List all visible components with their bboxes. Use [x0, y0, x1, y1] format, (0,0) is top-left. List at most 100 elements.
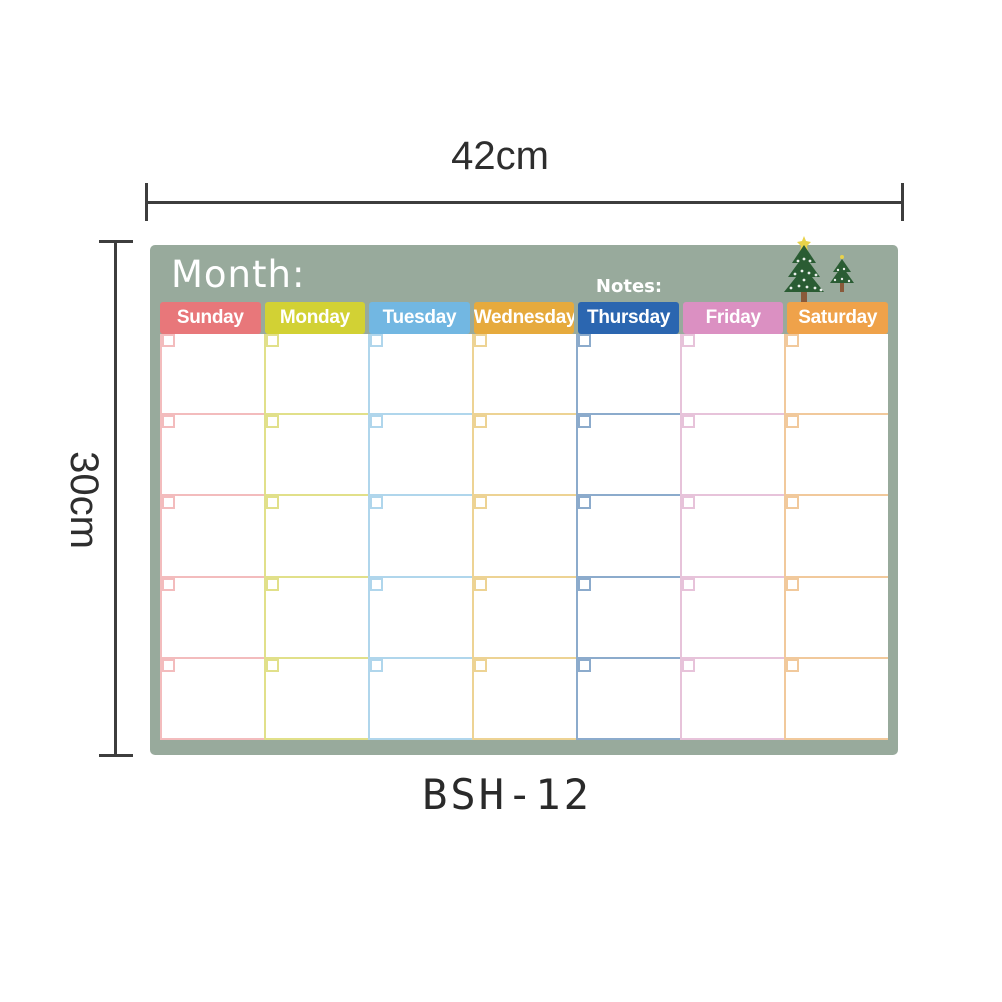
calendar-cell — [474, 658, 576, 741]
cell-corner-square — [578, 496, 591, 510]
cell-corner-square — [370, 577, 383, 591]
calendar-cell — [162, 658, 264, 741]
calendar-cell — [474, 334, 576, 416]
calendar-cell — [682, 415, 784, 497]
calendar-cell — [786, 334, 888, 416]
calendar-cell — [578, 658, 680, 741]
calendar-cell — [474, 577, 576, 659]
day-header-monday: Monday — [264, 302, 366, 334]
cell-corner-square — [370, 334, 383, 347]
calendar-cell — [682, 496, 784, 578]
calendar-grid — [160, 334, 888, 741]
cell-corner-square — [266, 415, 279, 429]
calendar-cell — [266, 415, 368, 497]
day-header-row: Sunday Monday Tuesday Wednesday Thursday… — [160, 302, 889, 334]
day-header-sunday: Sunday — [160, 302, 261, 334]
cell-corner-square — [266, 334, 279, 347]
day-header-tuesday: Tuesday — [369, 302, 470, 334]
height-dimension-line — [99, 240, 133, 757]
calendar-cell — [786, 415, 888, 497]
dimension-bar — [145, 201, 904, 204]
day-header-friday: Friday — [682, 302, 784, 334]
month-label: Month: — [171, 253, 306, 296]
cell-corner-square — [162, 415, 175, 429]
cell-corner-square — [474, 577, 487, 591]
calendar-cell — [162, 577, 264, 659]
cell-corner-square — [474, 334, 487, 347]
cell-corner-square — [474, 496, 487, 510]
cell-corner-square — [370, 496, 383, 510]
dimension-tick — [99, 754, 133, 757]
calendar-column-friday — [680, 334, 784, 741]
cell-corner-square — [162, 334, 175, 347]
cell-corner-square — [266, 496, 279, 510]
calendar-column-monday — [264, 334, 368, 741]
calendar-column-sunday — [160, 334, 264, 741]
calendar-cell — [266, 334, 368, 416]
calendar-cell — [474, 415, 576, 497]
calendar-column-wednesday — [472, 334, 576, 741]
calendar-cell — [370, 577, 472, 659]
calendar-cell — [370, 334, 472, 416]
cell-corner-square — [162, 658, 175, 672]
calendar-cell — [162, 334, 264, 416]
calendar-cell — [682, 658, 784, 741]
cell-corner-square — [578, 577, 591, 591]
width-dimension-line — [145, 183, 904, 221]
calendar-cell — [266, 658, 368, 741]
cell-corner-square — [266, 577, 279, 591]
notes-label: Notes: — [595, 276, 663, 297]
calendar-cell — [370, 658, 472, 741]
cell-corner-square — [682, 334, 695, 347]
calendar-cell — [162, 415, 264, 497]
calendar-column-tuesday — [368, 334, 472, 741]
calendar-board: Month: Notes: — [150, 236, 898, 755]
calendar-cell — [370, 415, 472, 497]
cell-corner-square — [370, 415, 383, 429]
calendar-cell — [682, 577, 784, 659]
calendar-cell — [266, 577, 368, 659]
dimension-tick — [901, 183, 904, 221]
cell-corner-square — [578, 658, 591, 672]
cell-corner-square — [266, 658, 279, 672]
calendar-column-thursday — [576, 334, 680, 741]
calendar-cell — [578, 577, 680, 659]
cell-corner-square — [786, 415, 799, 429]
cell-corner-square — [162, 496, 175, 510]
calendar-cell — [786, 577, 888, 659]
cell-corner-square — [578, 415, 591, 429]
day-header-thursday: Thursday — [578, 302, 679, 334]
cell-corner-square — [162, 577, 175, 591]
cell-corner-square — [786, 496, 799, 510]
small-tree — [830, 255, 854, 292]
cell-corner-square — [682, 496, 695, 510]
dimension-bar — [114, 240, 117, 757]
calendar-cell — [786, 496, 888, 578]
calendar-column-saturday — [784, 334, 888, 741]
cell-corner-square — [682, 577, 695, 591]
width-dimension-label: 42cm — [451, 134, 549, 178]
cell-corner-square — [786, 577, 799, 591]
calendar-cell — [474, 496, 576, 578]
calendar-cell — [162, 496, 264, 578]
day-header-saturday: Saturday — [787, 302, 889, 334]
cell-corner-square — [682, 658, 695, 672]
product-code-label: BSH-12 — [422, 770, 592, 819]
height-dimension-label: 30cm — [62, 451, 106, 549]
cell-corner-square — [682, 415, 695, 429]
calendar-cell — [370, 496, 472, 578]
day-header-wednesday: Wednesday — [473, 302, 575, 334]
calendar-cell — [578, 415, 680, 497]
cell-corner-square — [370, 658, 383, 672]
calendar-cell — [578, 496, 680, 578]
calendar-cell — [266, 496, 368, 578]
cell-corner-square — [474, 658, 487, 672]
cell-corner-square — [474, 415, 487, 429]
cell-corner-square — [578, 334, 591, 347]
calendar-cell — [578, 334, 680, 416]
calendar-cell — [786, 658, 888, 741]
calendar-cell — [682, 334, 784, 416]
cell-corner-square — [786, 334, 799, 347]
christmas-trees-icon — [784, 236, 854, 303]
